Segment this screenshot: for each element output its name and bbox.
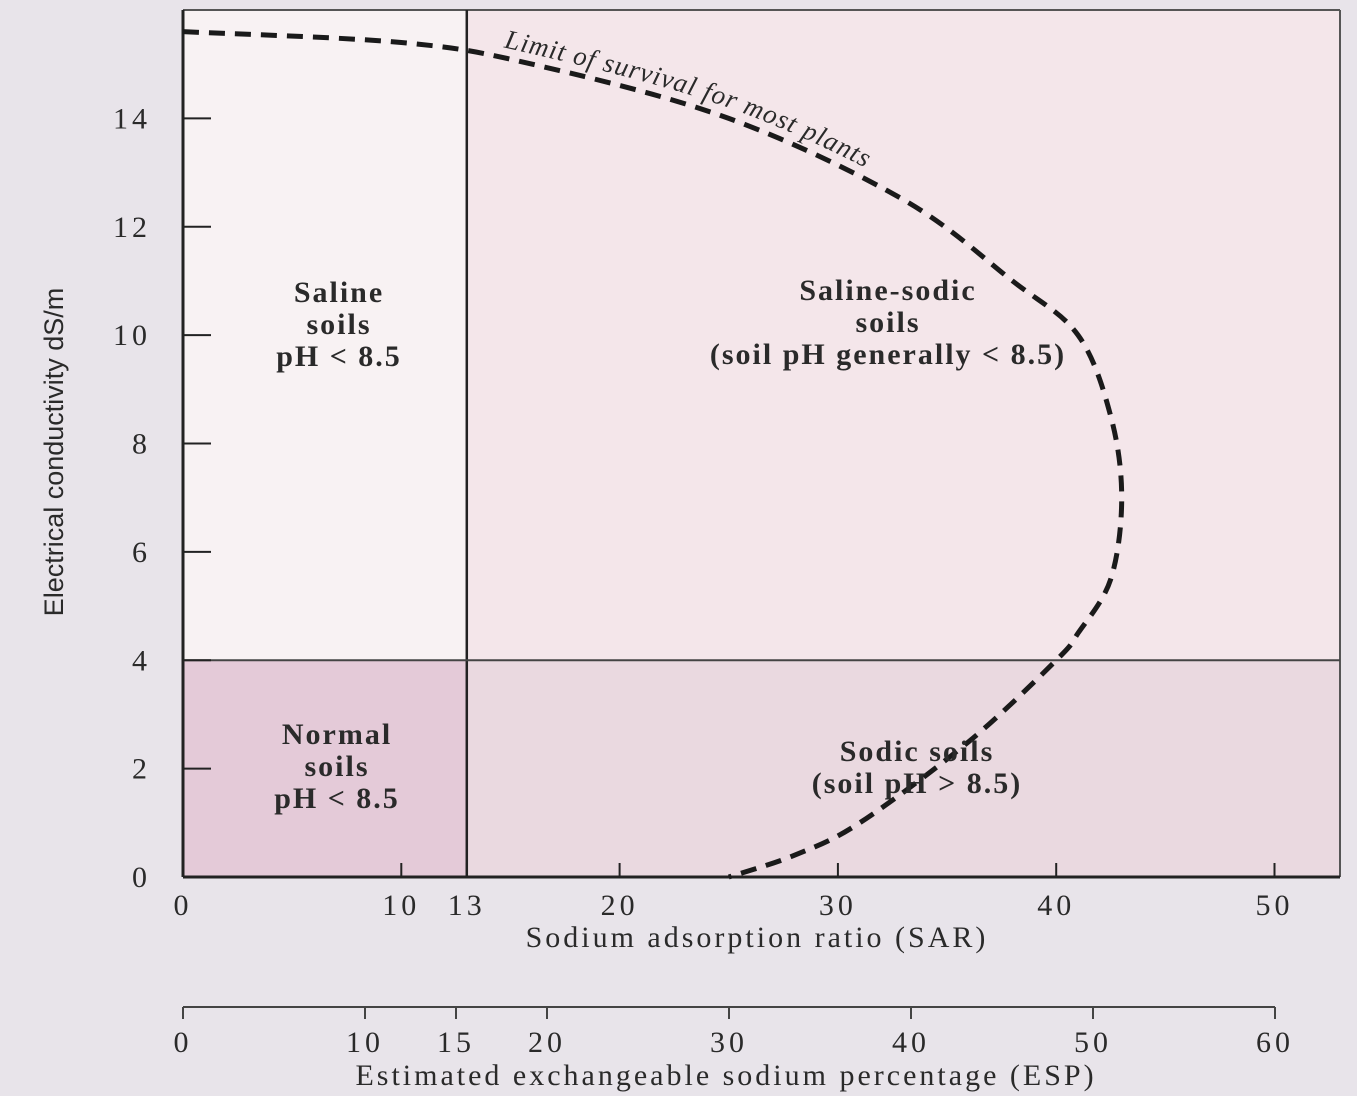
region-sodic-label-line: Sodic soils: [840, 735, 995, 768]
esp-axis-title: Estimated exchangeable sodium percentage…: [355, 1059, 1096, 1092]
region-saline-sodic-label-line: (soil pH generally < 8.5): [710, 338, 1066, 371]
x-tick-label: 13: [448, 889, 486, 922]
esp-tick-label: 15: [437, 1026, 475, 1059]
esp-tick-label: 0: [174, 1026, 193, 1059]
x-tick-label: 20: [601, 889, 639, 922]
region-sodic-label: Sodic soils (soil pH > 8.5): [812, 735, 1022, 800]
y-tick-label: 6: [132, 536, 151, 569]
esp-tick-label: 50: [1074, 1026, 1112, 1059]
region-saline-label-line: soils: [306, 308, 371, 341]
region-saline-label-line: pH < 8.5: [276, 340, 402, 373]
y-tick-label: 12: [113, 211, 151, 244]
esp-tick-label: 30: [710, 1026, 748, 1059]
region-sodic-label-line: (soil pH > 8.5): [812, 767, 1022, 800]
y-tick-label: 10: [113, 319, 151, 352]
region-normal-label-line: Normal: [282, 718, 392, 751]
esp-tick-label: 40: [892, 1026, 930, 1059]
region-normal-label-line: pH < 8.5: [274, 782, 400, 815]
y-tick-label: 0: [132, 861, 151, 894]
y-tick-label: 8: [132, 428, 151, 461]
y-tick-label: 4: [132, 644, 151, 677]
x-tick-label: 30: [819, 889, 857, 922]
region-saline-sodic-label-line: Saline-sodic: [799, 274, 976, 307]
esp-axis: 0 10 15 20 30 40 50 60: [174, 1007, 1295, 1059]
x-axis-title: Sodium adsorption ratio (SAR): [526, 921, 989, 954]
y-tick-label: 14: [113, 102, 151, 135]
region-saline-label-line: Saline: [294, 276, 384, 309]
esp-tick-label: 20: [528, 1026, 566, 1059]
x-tick-label: 50: [1256, 889, 1294, 922]
x-tick-label: 10: [382, 889, 420, 922]
x-tick-label: 40: [1037, 889, 1075, 922]
y-axis-title: Electrical conductivity dS/m: [39, 288, 69, 617]
region-normal-label-line: soils: [304, 750, 369, 783]
esp-tick-label: 10: [346, 1026, 384, 1059]
region-saline-sodic-label-line: soils: [855, 306, 920, 339]
esp-tick-label: 60: [1256, 1026, 1294, 1059]
y-tick-label: 2: [132, 753, 151, 786]
x-tick-label: 0: [174, 889, 193, 922]
